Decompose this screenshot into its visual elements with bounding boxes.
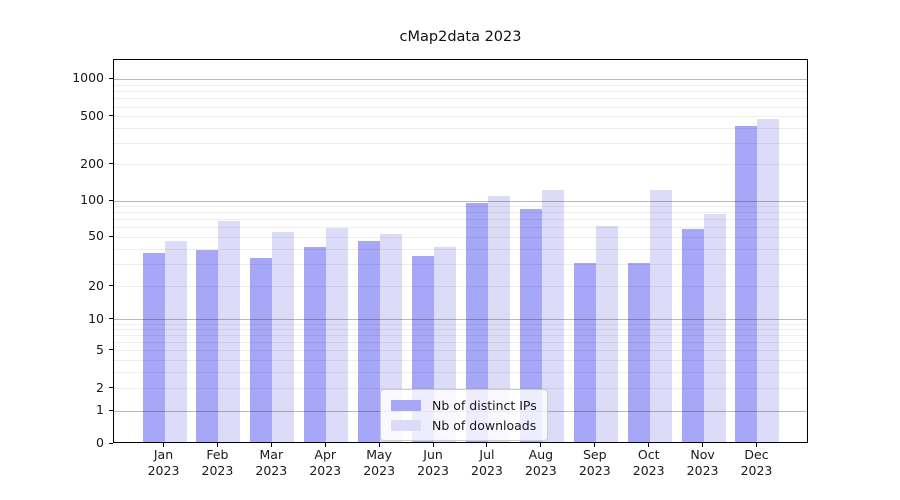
x-tick-label: Apr 2023 (309, 447, 342, 478)
bar-distinct-ips (627, 262, 650, 442)
bar-downloads (164, 240, 187, 442)
y-tick-label: 500 (80, 107, 104, 123)
y-tick-mark (109, 235, 113, 237)
x-tick-mark (702, 443, 704, 447)
x-tick-label: Jul 2023 (471, 447, 503, 478)
chart-title: cMap2data 2023 (399, 29, 522, 45)
y-tick-mark (109, 115, 113, 117)
y-tick-mark (109, 318, 113, 320)
legend-swatch-distinct-ips-icon (391, 399, 421, 411)
plot-area (113, 59, 808, 443)
y-tick-label: 5 (96, 341, 104, 357)
x-tick-label: May 2023 (363, 447, 396, 478)
legend-label-downloads: Nb of downloads (432, 417, 537, 433)
x-tick-mark (378, 443, 380, 447)
x-tick-label: Dec 2023 (740, 447, 773, 478)
bar-downloads (272, 232, 295, 442)
x-tick-mark (324, 443, 326, 447)
bar-downloads (649, 189, 672, 442)
y-tick-label: 1 (96, 402, 104, 417)
bar-downloads (595, 226, 618, 442)
bar-distinct-ips (358, 240, 381, 442)
x-tick-mark (216, 443, 218, 447)
x-tick-label: Aug 2023 (524, 447, 557, 478)
bar-distinct-ips (304, 247, 327, 442)
x-tick-label: Jun 2023 (417, 447, 449, 478)
bar-distinct-ips (465, 203, 488, 442)
x-tick-label: Sep 2023 (578, 447, 611, 478)
y-tick-label: 20 (88, 277, 104, 293)
x-tick-mark (432, 443, 434, 447)
legend-item-distinct-ips: Nb of distinct IPs (391, 397, 537, 413)
legend-swatch-downloads-icon (391, 419, 421, 431)
x-tick-mark (270, 443, 272, 447)
y-tick-mark (109, 163, 113, 165)
x-tick-label: Mar 2023 (255, 447, 288, 478)
x-tick-mark (648, 443, 650, 447)
legend-label-distinct-ips: Nb of distinct IPs (432, 397, 537, 413)
y-tick-label: 2 (96, 379, 104, 395)
legend-item-downloads: Nb of downloads (391, 417, 537, 433)
y-tick-mark (109, 199, 113, 201)
y-tick-mark (109, 387, 113, 389)
y-tick-label: 0 (96, 435, 104, 450)
bar-distinct-ips (142, 252, 165, 442)
y-tick-mark (109, 409, 113, 411)
x-tick-mark (755, 443, 757, 447)
bar-distinct-ips (573, 262, 596, 442)
bar-downloads (326, 228, 349, 442)
x-tick-label: Nov 2023 (686, 447, 719, 478)
bar-distinct-ips (681, 229, 704, 442)
y-tick-label: 50 (88, 228, 104, 244)
x-tick-mark (540, 443, 542, 447)
y-tick-label: 100 (80, 192, 104, 207)
y-tick-mark (109, 77, 113, 79)
y-tick-label: 1000 (72, 70, 104, 86)
x-tick-label: Feb 2023 (201, 447, 234, 478)
y-tick-mark (109, 442, 113, 444)
bar-distinct-ips (735, 126, 758, 442)
x-tick-mark (486, 443, 488, 447)
bar-downloads (703, 213, 726, 442)
y-tick-label: 10 (88, 310, 104, 326)
legend: Nb of distinct IPs Nb of downloads (380, 389, 548, 441)
y-tick-mark (109, 349, 113, 351)
bar-distinct-ips (250, 257, 273, 442)
bar-distinct-ips (519, 209, 542, 442)
x-tick-mark (163, 443, 164, 447)
bar-downloads (218, 221, 241, 442)
y-tick-label: 200 (80, 155, 104, 171)
x-tick-mark (594, 443, 596, 447)
bar-downloads (757, 119, 780, 442)
y-tick-mark (109, 285, 113, 287)
bar-downloads (541, 189, 564, 442)
x-tick-label: Jan 2023 (147, 447, 180, 478)
bar-distinct-ips (196, 249, 219, 442)
bar-downloads (487, 196, 510, 442)
x-tick-label: Oct 2023 (632, 447, 665, 478)
bars-layer (114, 60, 807, 442)
